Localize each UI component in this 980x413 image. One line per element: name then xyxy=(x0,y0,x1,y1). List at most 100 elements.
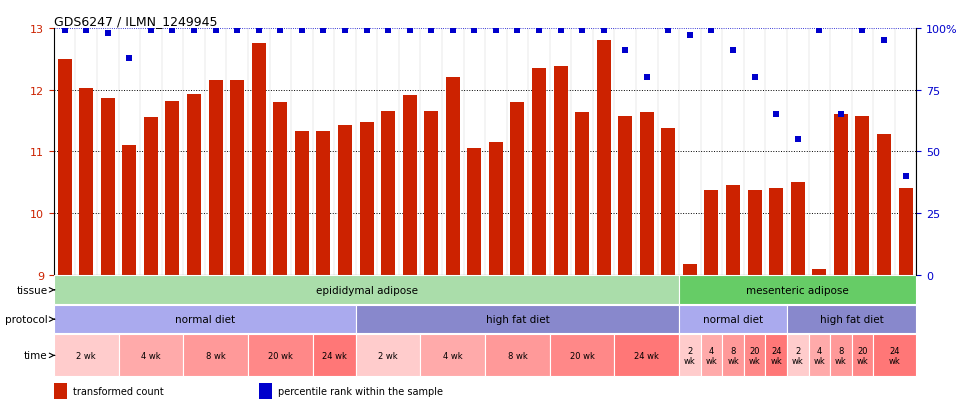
Point xyxy=(359,28,374,35)
Bar xyxy=(744,335,765,377)
Bar xyxy=(679,276,916,304)
Point xyxy=(143,28,159,35)
Text: 4 wk: 4 wk xyxy=(443,351,463,360)
Text: normal diet: normal diet xyxy=(174,314,235,324)
Bar xyxy=(489,143,503,275)
Text: high fat diet: high fat diet xyxy=(819,314,884,324)
Text: 2
wk: 2 wk xyxy=(684,346,696,365)
Bar xyxy=(166,102,179,275)
Text: 24
wk: 24 wk xyxy=(889,346,901,365)
Text: protocol: protocol xyxy=(5,314,47,324)
Point xyxy=(100,31,116,37)
Text: 2
wk: 2 wk xyxy=(792,346,804,365)
Bar xyxy=(614,335,679,377)
Text: 4 wk: 4 wk xyxy=(141,351,161,360)
Point xyxy=(811,28,827,35)
Bar xyxy=(701,335,722,377)
Point xyxy=(165,28,180,35)
Text: 20 wk: 20 wk xyxy=(268,351,293,360)
Point xyxy=(617,48,633,55)
Bar xyxy=(852,335,873,377)
Point xyxy=(855,28,870,35)
Point xyxy=(337,28,353,35)
Bar xyxy=(873,335,916,377)
Bar xyxy=(273,103,287,275)
Point xyxy=(208,28,223,35)
Bar xyxy=(122,146,136,275)
Bar xyxy=(679,335,701,377)
Point xyxy=(898,173,913,180)
Bar xyxy=(532,69,546,275)
Bar xyxy=(597,41,611,275)
Bar xyxy=(808,335,830,377)
Bar xyxy=(899,189,912,275)
Text: 2 wk: 2 wk xyxy=(378,351,398,360)
Bar xyxy=(554,67,567,275)
Bar xyxy=(769,189,783,275)
Point xyxy=(57,28,73,35)
Text: 4
wk: 4 wk xyxy=(813,346,825,365)
Bar xyxy=(787,335,808,377)
Text: 8
wk: 8 wk xyxy=(727,346,739,365)
Point xyxy=(251,28,267,35)
Bar xyxy=(705,190,718,275)
Bar xyxy=(360,123,373,275)
Text: 24
wk: 24 wk xyxy=(770,346,782,365)
Bar xyxy=(834,115,848,275)
Bar xyxy=(317,132,330,275)
Bar xyxy=(424,112,438,275)
Point xyxy=(423,28,439,35)
Text: 8 wk: 8 wk xyxy=(206,351,225,360)
Bar xyxy=(791,183,805,275)
Text: 20
wk: 20 wk xyxy=(749,346,760,365)
Point xyxy=(725,48,741,55)
Bar xyxy=(295,132,309,275)
Bar xyxy=(550,335,614,377)
Point xyxy=(574,28,590,35)
Bar xyxy=(485,335,550,377)
Text: GDS6247 / ILMN_1249945: GDS6247 / ILMN_1249945 xyxy=(54,15,218,28)
Point xyxy=(510,28,525,35)
Bar xyxy=(54,306,356,333)
Bar xyxy=(420,335,485,377)
Bar xyxy=(618,116,632,275)
Point xyxy=(272,28,288,35)
Bar xyxy=(511,103,524,275)
Point xyxy=(122,55,137,62)
Point xyxy=(402,28,417,35)
Point xyxy=(790,136,806,143)
Text: 24 wk: 24 wk xyxy=(634,351,660,360)
Point xyxy=(833,112,849,119)
Bar xyxy=(722,335,744,377)
Bar xyxy=(467,149,481,275)
Bar xyxy=(640,113,654,275)
Bar xyxy=(101,98,115,275)
Bar xyxy=(856,116,869,275)
Bar xyxy=(183,335,248,377)
Point xyxy=(186,28,202,35)
Bar xyxy=(187,95,201,275)
Text: mesenteric adipose: mesenteric adipose xyxy=(747,285,849,295)
Bar xyxy=(812,269,826,275)
Text: epididymal adipose: epididymal adipose xyxy=(316,285,417,295)
Text: 24 wk: 24 wk xyxy=(321,351,347,360)
Point xyxy=(488,28,504,35)
Point xyxy=(639,75,655,81)
Bar xyxy=(748,190,761,275)
Text: normal diet: normal diet xyxy=(703,314,763,324)
Point xyxy=(445,28,461,35)
Text: high fat diet: high fat diet xyxy=(485,314,550,324)
Bar xyxy=(248,335,313,377)
Point xyxy=(596,28,612,35)
Bar xyxy=(765,335,787,377)
Text: transformed count: transformed count xyxy=(74,386,164,396)
Point xyxy=(747,75,762,81)
Point xyxy=(876,38,892,45)
Point xyxy=(704,28,719,35)
Text: percentile rank within the sample: percentile rank within the sample xyxy=(278,386,443,396)
Text: 8
wk: 8 wk xyxy=(835,346,847,365)
Point xyxy=(768,112,784,119)
Bar xyxy=(252,44,266,275)
Bar xyxy=(683,264,697,275)
Point xyxy=(316,28,331,35)
